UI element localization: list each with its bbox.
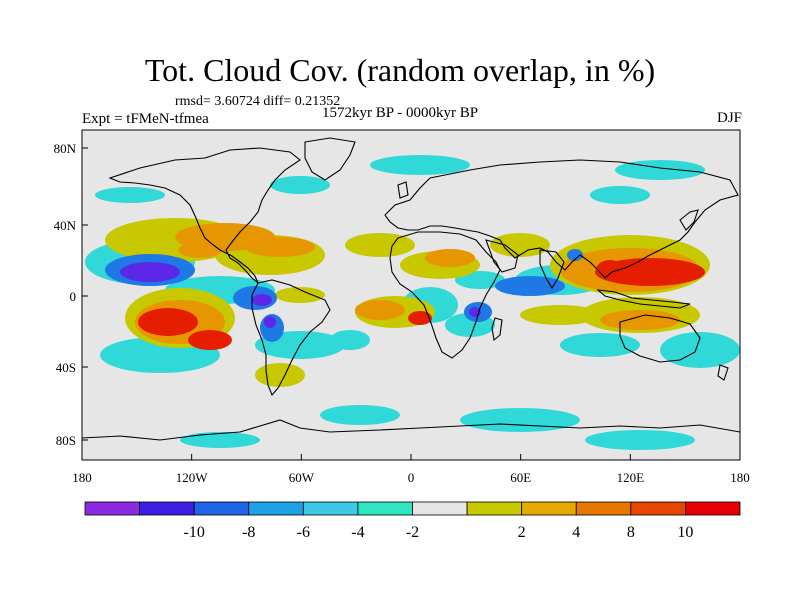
colorbar-swatch — [685, 501, 741, 516]
lat-tick-label: 80N — [54, 141, 77, 156]
stats-label: rmsd= 3.60724 diff= 0.21352 — [175, 94, 341, 109]
colorbar-swatch — [412, 501, 468, 516]
lat-tick-label: 40S — [56, 360, 76, 375]
coast-antarctica — [82, 419, 740, 441]
colorbar-label: 10 — [677, 524, 693, 541]
plot-title: Tot. Cloud Cov. (random overlap, in %) — [144, 52, 656, 88]
colorbar-swatch — [139, 501, 195, 516]
colorbar-swatch — [630, 501, 686, 516]
colorbar-label: -6 — [297, 524, 310, 541]
colorbar-label: -2 — [406, 524, 419, 541]
lon-tick-label: 120E — [617, 470, 645, 485]
colorbar-label: -10 — [184, 524, 205, 541]
colorbar: -10 -8 -6 -4 -2 2 4 8 10 — [84, 501, 741, 541]
lon-tick-label: 0 — [408, 470, 415, 485]
coast-africa — [389, 231, 501, 359]
lat-tick-label: 0 — [70, 289, 77, 304]
lat-tick-label: 40N — [54, 218, 77, 233]
colorbar-swatch — [248, 501, 304, 516]
lat-axis: 80N 40N 0 40S 80S — [54, 141, 88, 448]
coast-eurasia — [384, 159, 739, 279]
coast-indonesia — [596, 289, 691, 309]
colorbar-label: 2 — [518, 524, 526, 541]
coast-new-zealand — [717, 364, 729, 381]
coastlines — [82, 137, 740, 441]
period-label: 1572kyr BP - 0000kyr BP — [322, 105, 479, 121]
lon-axis: 180 120W 60W 0 60E 120E 180 — [72, 454, 750, 485]
coast-south-america — [251, 279, 331, 397]
lon-tick-label: 180 — [72, 470, 92, 485]
coast-india — [539, 249, 565, 290]
strong-positive-anomalies — [138, 258, 705, 350]
colorbar-swatch — [302, 501, 359, 516]
lon-tick-label: 180 — [730, 470, 750, 485]
colorbar-swatch — [575, 501, 632, 516]
coast-north-america — [108, 147, 301, 284]
lon-tick-label: 60W — [289, 470, 315, 485]
coast-uk — [397, 181, 409, 199]
colorbar-swatch — [357, 501, 413, 516]
strong-negative-anomalies — [120, 262, 481, 328]
colorbar-label: 4 — [572, 524, 580, 541]
experiment-label: Expt = tFMeN-tfmea — [82, 111, 209, 127]
colorbar-swatch — [466, 501, 523, 516]
lon-tick-label: 60E — [510, 470, 531, 485]
colorbar-label: -8 — [242, 524, 255, 541]
colorbar-swatch — [84, 501, 140, 516]
season-label: DJF — [716, 110, 742, 126]
coast-australia — [619, 314, 701, 363]
coast-madagascar — [491, 317, 503, 342]
coast-greenland — [304, 137, 356, 181]
anomaly-field — [85, 155, 740, 450]
coast-arabia — [485, 239, 519, 273]
lon-tick-label: 120W — [176, 470, 209, 485]
colorbar-swatch — [193, 501, 250, 516]
coast-japan — [679, 209, 699, 231]
colorbar-label: 8 — [627, 524, 635, 541]
lat-tick-label: 80S — [56, 433, 76, 448]
map-panel — [81, 129, 741, 461]
colorbar-swatch — [521, 501, 577, 516]
colorbar-label: -4 — [351, 524, 364, 541]
